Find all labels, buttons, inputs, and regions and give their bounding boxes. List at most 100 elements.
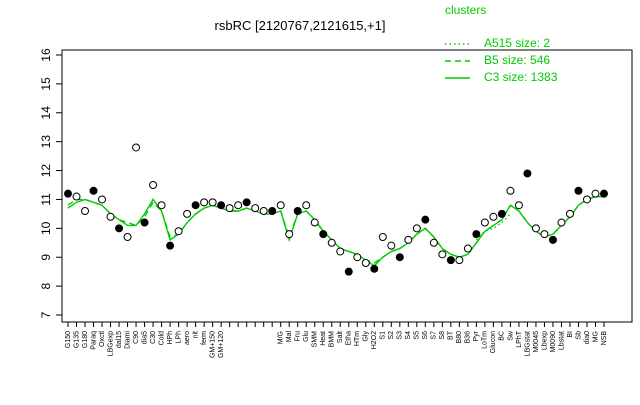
- x-tick-label: LPh: [175, 331, 182, 344]
- x-tick-label: S1: [380, 331, 387, 340]
- data-point: [302, 201, 311, 210]
- x-tick-label: GM+120: [218, 331, 225, 358]
- x-tick-label: Sw: [507, 330, 514, 341]
- data-point: [497, 209, 506, 218]
- x-tick-label: Lbstat: [558, 331, 565, 350]
- data-point: [446, 256, 455, 265]
- x-tick-label: C90: [133, 331, 140, 344]
- data-point: [285, 230, 294, 239]
- data-point: [506, 186, 515, 195]
- data-point: [319, 230, 328, 239]
- legend-label: B5 size: 546: [484, 53, 550, 67]
- data-point: [565, 209, 574, 218]
- series-line: [67, 195, 604, 264]
- x-tick-label: B80: [456, 331, 463, 344]
- y-tick-label: 10: [39, 221, 53, 235]
- data-point: [106, 212, 115, 221]
- data-point: [89, 186, 98, 195]
- x-tick-label: S8: [439, 331, 446, 340]
- x-tick-label: M/G: [278, 331, 285, 344]
- data-point: [174, 227, 183, 236]
- data-point: [140, 218, 149, 227]
- data-point: [64, 189, 72, 198]
- x-tick-label: M0045: [533, 331, 540, 353]
- series-line: [67, 195, 604, 267]
- data-point: [259, 207, 268, 215]
- x-tick-label: ferm: [201, 331, 208, 345]
- y-tick-label: 9: [39, 254, 53, 261]
- x-tick-label: Heat: [320, 331, 327, 346]
- x-tick-label: HTm: [354, 331, 361, 346]
- legend-title: clusters: [445, 3, 486, 17]
- x-tick-label: GM+150: [209, 331, 216, 358]
- x-tick-label: Diami: [124, 331, 131, 349]
- x-tick-label: S4: [405, 331, 412, 340]
- data-point: [353, 253, 362, 262]
- data-point: [540, 230, 549, 239]
- data-point: [166, 241, 175, 250]
- x-tick-label: C30: [150, 331, 157, 344]
- x-tick-label: LoTm: [482, 331, 489, 349]
- x-tick-label: Fru: [295, 331, 302, 342]
- x-tick-label: Salt: [337, 331, 344, 343]
- data-point: [472, 230, 481, 239]
- x-tick-label: Cold: [158, 331, 165, 346]
- x-tick-label: S3: [397, 331, 404, 340]
- data-point: [293, 207, 302, 215]
- y-tick-label: 8: [39, 282, 53, 289]
- x-tick-label: LBGexp: [107, 331, 114, 356]
- x-tick-label: G135: [73, 331, 80, 348]
- data-point: [387, 241, 396, 250]
- x-tick-label: dia0: [584, 331, 591, 344]
- data-point: [217, 201, 226, 210]
- data-point: [225, 204, 234, 213]
- x-tick-label: Glu: [303, 331, 310, 342]
- data-point: [72, 192, 81, 201]
- x-tick-label: Gly: [363, 331, 370, 342]
- data-point: [438, 250, 447, 259]
- x-tick-label: BC: [499, 331, 506, 341]
- x-tick-label: S6: [422, 331, 429, 340]
- data-point: [591, 189, 600, 198]
- data-point: [242, 198, 251, 207]
- data-point: [429, 238, 438, 247]
- x-tick-label: BI: [567, 331, 574, 338]
- x-tick-label: Etha: [346, 331, 353, 346]
- x-tick-label: S5: [414, 331, 421, 340]
- x-tick-label: SMM: [312, 331, 319, 348]
- x-tick-label: G180: [82, 331, 89, 348]
- x-tick-label: BMM: [329, 331, 336, 348]
- data-point: [523, 169, 532, 178]
- data-point: [557, 218, 566, 227]
- data-point: [327, 238, 336, 247]
- x-tick-label: Pyr: [473, 330, 480, 341]
- data-point: [276, 201, 285, 210]
- data-point: [191, 201, 200, 210]
- legend-label: C3 size: 1383: [484, 70, 558, 84]
- data-point: [98, 195, 107, 204]
- x-tick-label: B36: [465, 331, 472, 344]
- x-tick-label: MG: [592, 331, 599, 342]
- data-point: [149, 181, 158, 189]
- data-point: [268, 207, 277, 215]
- x-tick-label: Sb: [575, 331, 582, 340]
- x-tick-label: S2: [388, 331, 395, 340]
- y-tick-label: 12: [39, 164, 53, 178]
- x-tick-label: NSB: [601, 331, 608, 346]
- y-tick-label: 15: [39, 77, 53, 91]
- x-tick-label: dia5: [141, 331, 148, 344]
- data-point: [81, 207, 90, 215]
- x-tick-label: LPhT: [516, 330, 523, 347]
- data-point: [183, 209, 192, 218]
- data-point: [421, 215, 430, 224]
- data-point: [531, 224, 540, 233]
- chart-title: rsbRC [2120767,2121615,+1]: [215, 18, 386, 33]
- data-point: [251, 204, 260, 213]
- x-tick-label: Paraq: [90, 331, 97, 350]
- data-point: [370, 264, 379, 273]
- data-point: [480, 218, 489, 227]
- data-point: [600, 189, 608, 198]
- data-point: [208, 198, 217, 207]
- data-point: [344, 267, 353, 276]
